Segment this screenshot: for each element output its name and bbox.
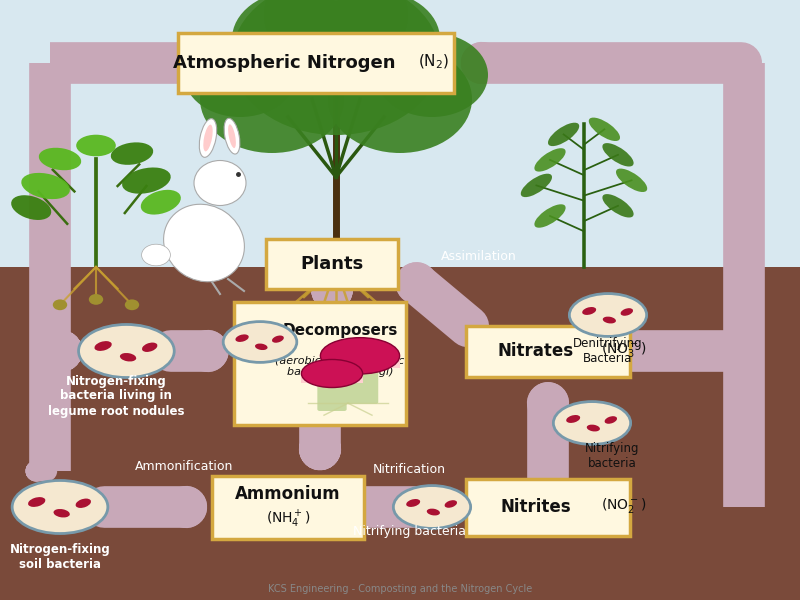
Text: (NO$_2^-$): (NO$_2^-$): [601, 496, 646, 515]
Ellipse shape: [602, 143, 634, 167]
Text: Nitrifying
bacteria: Nitrifying bacteria: [585, 442, 639, 470]
FancyBboxPatch shape: [234, 301, 406, 425]
Ellipse shape: [302, 359, 362, 388]
Circle shape: [232, 0, 360, 87]
Ellipse shape: [521, 173, 552, 197]
Ellipse shape: [602, 317, 616, 323]
Ellipse shape: [122, 167, 170, 194]
Ellipse shape: [554, 401, 630, 445]
Bar: [0, 0, 800, 273]
Ellipse shape: [566, 415, 580, 423]
Circle shape: [53, 299, 67, 310]
Ellipse shape: [605, 416, 617, 424]
Ellipse shape: [199, 119, 217, 157]
Ellipse shape: [12, 481, 108, 533]
Ellipse shape: [28, 497, 46, 507]
Text: Nitrifying bacteria: Nitrifying bacteria: [353, 524, 466, 538]
Ellipse shape: [616, 169, 647, 192]
Ellipse shape: [120, 353, 136, 361]
Text: (N$_2$): (N$_2$): [418, 53, 450, 71]
Ellipse shape: [22, 173, 70, 199]
Ellipse shape: [426, 509, 440, 515]
Circle shape: [184, 33, 296, 117]
Text: Assimilation: Assimilation: [441, 250, 516, 263]
Text: Nitrates: Nitrates: [498, 342, 574, 360]
Ellipse shape: [111, 142, 153, 165]
Text: Ammonification: Ammonification: [135, 460, 233, 473]
Ellipse shape: [445, 500, 457, 508]
Ellipse shape: [163, 204, 245, 282]
FancyBboxPatch shape: [212, 475, 364, 539]
Text: Nitrogen-fixing
soil bacteria: Nitrogen-fixing soil bacteria: [10, 543, 110, 571]
Ellipse shape: [11, 195, 51, 220]
Text: Nitrification: Nitrification: [373, 463, 446, 476]
Circle shape: [200, 45, 344, 153]
Ellipse shape: [255, 344, 267, 350]
FancyBboxPatch shape: [321, 356, 400, 368]
Ellipse shape: [142, 343, 158, 352]
Ellipse shape: [621, 308, 633, 316]
Text: Nitrites: Nitrites: [501, 498, 571, 516]
FancyBboxPatch shape: [302, 373, 362, 383]
Circle shape: [328, 45, 472, 153]
Ellipse shape: [586, 425, 600, 431]
Circle shape: [89, 294, 103, 305]
Ellipse shape: [223, 322, 297, 362]
FancyBboxPatch shape: [466, 479, 630, 536]
Text: Denitrifying
Bacteria: Denitrifying Bacteria: [573, 337, 643, 365]
Ellipse shape: [78, 325, 174, 377]
Ellipse shape: [589, 118, 620, 141]
Circle shape: [125, 299, 139, 310]
FancyBboxPatch shape: [178, 33, 454, 93]
Circle shape: [312, 0, 440, 87]
Ellipse shape: [76, 499, 91, 508]
Ellipse shape: [194, 161, 246, 205]
Circle shape: [232, 0, 440, 135]
Text: Decomposers: Decomposers: [282, 323, 398, 337]
Ellipse shape: [39, 148, 81, 170]
Ellipse shape: [94, 341, 112, 351]
Ellipse shape: [76, 134, 116, 156]
Ellipse shape: [534, 148, 566, 172]
Ellipse shape: [141, 190, 181, 215]
Text: (NH$_4^+$): (NH$_4^+$): [266, 508, 310, 530]
Ellipse shape: [582, 307, 596, 315]
Ellipse shape: [228, 124, 236, 148]
Ellipse shape: [272, 335, 284, 343]
Ellipse shape: [548, 122, 579, 146]
Text: Ammonium: Ammonium: [235, 485, 341, 503]
Bar: [0, 267, 800, 600]
Ellipse shape: [224, 118, 240, 154]
Ellipse shape: [602, 194, 634, 218]
Text: (aerobic and anaerobic
bacteria and fungi): (aerobic and anaerobic bacteria and fung…: [275, 355, 405, 377]
Ellipse shape: [320, 338, 400, 374]
Ellipse shape: [394, 485, 470, 529]
Circle shape: [376, 33, 488, 117]
FancyBboxPatch shape: [342, 361, 378, 404]
FancyBboxPatch shape: [318, 377, 346, 411]
Text: Plants: Plants: [300, 255, 364, 273]
Text: (NO$_3^-$): (NO$_3^-$): [601, 340, 646, 359]
Text: Nitrogen-fixing
bacteria living in
legume root nodules: Nitrogen-fixing bacteria living in legum…: [48, 374, 184, 418]
Ellipse shape: [570, 293, 646, 337]
Circle shape: [142, 244, 170, 266]
Circle shape: [264, 0, 408, 69]
FancyBboxPatch shape: [466, 325, 630, 377]
Text: Atmospheric Nitrogen: Atmospheric Nitrogen: [173, 54, 395, 72]
Ellipse shape: [235, 334, 249, 342]
Ellipse shape: [203, 125, 213, 151]
Ellipse shape: [406, 499, 420, 507]
Text: KCS Engineering - Composting and the Nitrogen Cycle: KCS Engineering - Composting and the Nit…: [268, 584, 532, 594]
FancyBboxPatch shape: [266, 239, 398, 289]
Ellipse shape: [54, 509, 70, 517]
Ellipse shape: [534, 204, 566, 228]
